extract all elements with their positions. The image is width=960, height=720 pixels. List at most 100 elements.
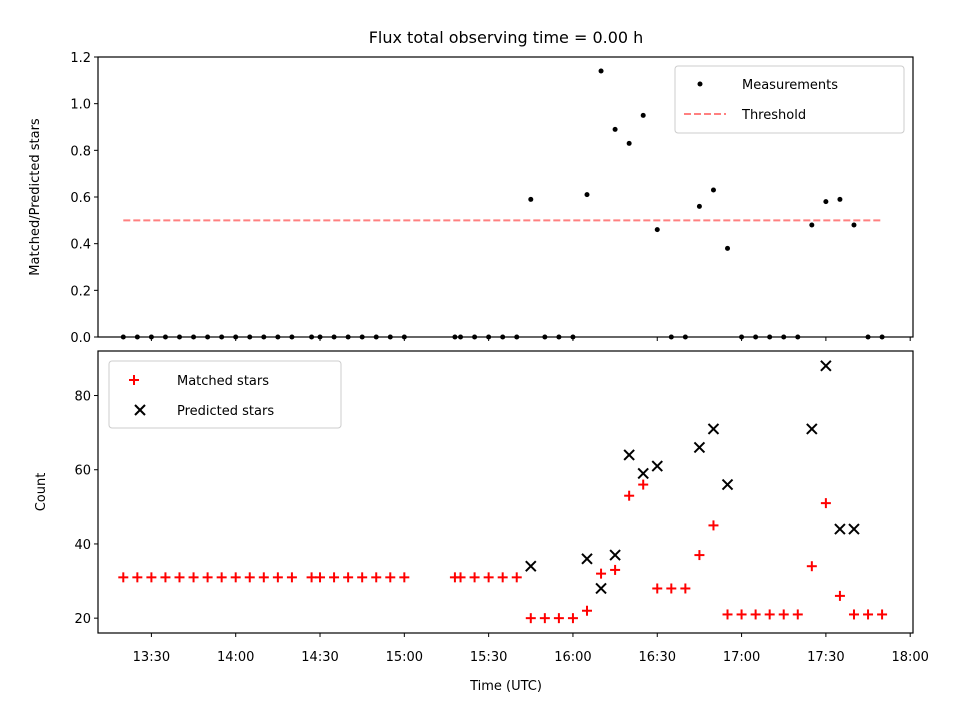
- measurement-point: [584, 192, 590, 198]
- bottom-axes-frame: [97, 350, 914, 634]
- matched-star-point: [652, 583, 663, 594]
- matched-star-point: [722, 609, 733, 620]
- matched-star-point: [567, 613, 578, 624]
- legend-measurement-marker: [697, 81, 703, 87]
- y-tick-label: 20: [74, 612, 91, 627]
- y-tick-label: 0.0: [70, 331, 91, 346]
- matched-star-point: [244, 572, 255, 583]
- y-tick-label: 40: [74, 538, 91, 553]
- measurement-point: [598, 68, 604, 74]
- measurement-point: [626, 140, 632, 146]
- matched-star-point: [216, 572, 227, 583]
- measurement-point: [851, 222, 857, 228]
- x-tick-label: 17:00: [723, 650, 760, 665]
- matched-star-point: [357, 572, 368, 583]
- x-axis-label: Time (UTC): [469, 679, 542, 694]
- matched-star-point: [230, 572, 241, 583]
- predicted-star-point: [721, 478, 734, 491]
- x-tick-label: 15:30: [470, 650, 507, 665]
- predicted-star-point: [820, 360, 832, 372]
- matched-star-point: [329, 572, 340, 583]
- matched-star-point: [118, 572, 129, 583]
- matched-star-point: [792, 609, 803, 620]
- x-tick-label: 16:30: [639, 650, 676, 665]
- bottom-y-ticks: 20 40 60 80: [74, 390, 98, 627]
- top-y-ticks: 0.0 0.2 0.4 0.6 0.8 1.0 1.2: [70, 51, 98, 346]
- matched-star-point: [624, 490, 635, 501]
- matched-star-point: [666, 583, 677, 594]
- x-tick-label: 13:30: [133, 650, 170, 665]
- x-tick-label: 16:00: [554, 650, 591, 665]
- legend-predicted-marker: [134, 404, 146, 416]
- predicted-star-point: [848, 523, 860, 535]
- y-tick-label: 1.2: [70, 51, 91, 66]
- matched-star-point: [582, 605, 592, 616]
- matched-star-point: [202, 572, 213, 583]
- legend-matched-marker: [129, 375, 139, 385]
- legend-matched-label: Matched stars: [177, 374, 269, 389]
- matched-star-point: [778, 609, 789, 620]
- bottom-legend: Matched stars Predicted stars: [108, 360, 342, 429]
- legend-predicted-label: Predicted stars: [177, 404, 274, 419]
- legend-measurements-label: Measurements: [742, 78, 838, 93]
- matched-star-point: [610, 564, 621, 575]
- matched-star-point: [848, 609, 859, 620]
- predicted-star-point: [707, 423, 720, 435]
- matched-star-point: [371, 572, 382, 583]
- y-tick-label: 0.8: [70, 144, 91, 159]
- bottom-x-ticks: 13:30 14:00 14:30 15:00 15:30 16:00 16:30 17:00…: [133, 633, 929, 665]
- measurement-point: [710, 187, 716, 193]
- matched-star-point: [146, 572, 157, 583]
- legend-threshold-label: Threshold: [741, 108, 806, 123]
- predicted-star-point: [651, 460, 663, 472]
- matched-star-point: [306, 572, 317, 583]
- predicted-star-point: [525, 560, 537, 572]
- y-tick-label: 1.0: [70, 98, 91, 113]
- matched-star-point: [286, 572, 297, 583]
- matched-star-point: [708, 520, 719, 531]
- y-tick-label: 0.4: [70, 238, 91, 253]
- matched-star-point: [483, 572, 494, 583]
- matched-star-point: [315, 572, 326, 583]
- predicted-star-point: [637, 467, 649, 480]
- predicted-star-point: [693, 441, 706, 454]
- top-panel: Flux total observing time = 0.00 h Match…: [28, 28, 914, 346]
- matched-star-point: [188, 572, 199, 583]
- measurement-point: [612, 126, 618, 132]
- top-y-axis-label: Matched/Predicted stars: [28, 118, 43, 276]
- predicted-star-point: [581, 553, 593, 565]
- matched-star-point: [553, 613, 564, 624]
- matched-star-point: [399, 572, 410, 583]
- matched-star-point: [834, 590, 845, 601]
- matched-star-point: [820, 498, 831, 509]
- predicted-star-point: [806, 423, 818, 435]
- matched-star-point: [764, 609, 775, 620]
- top-legend-box: [674, 65, 905, 134]
- measurement-point: [837, 196, 843, 202]
- matched-star-point: [539, 613, 550, 624]
- y-tick-label: 0.2: [70, 284, 91, 299]
- matched-star-point: [806, 561, 817, 572]
- x-tick-label: 17:30: [807, 650, 844, 665]
- x-tick-label: 15:00: [386, 650, 423, 665]
- predicted-star-point: [834, 523, 846, 535]
- measurement-point: [528, 196, 534, 202]
- measurement-point: [696, 203, 702, 209]
- bottom-panel: Count Time (UTC) 20 40 60 80 13:30 14:00 14:3…: [34, 350, 929, 694]
- matched-star-point: [863, 609, 874, 620]
- matched-star-point: [511, 572, 522, 583]
- bottom-plot-area: [118, 360, 888, 624]
- matched-star-point: [680, 583, 691, 594]
- matched-star-point: [497, 572, 508, 583]
- measurement-point: [725, 245, 731, 251]
- measurement-point: [823, 199, 829, 205]
- matched-star-point: [455, 572, 466, 583]
- measurement-point: [654, 227, 660, 233]
- y-tick-label: 0.6: [70, 191, 91, 206]
- chart-title: Flux total observing time = 0.00 h: [369, 28, 644, 47]
- matched-star-point: [877, 609, 888, 620]
- predicted-star-point: [623, 449, 635, 461]
- matched-star-point: [694, 550, 705, 561]
- matched-star-point: [736, 609, 747, 620]
